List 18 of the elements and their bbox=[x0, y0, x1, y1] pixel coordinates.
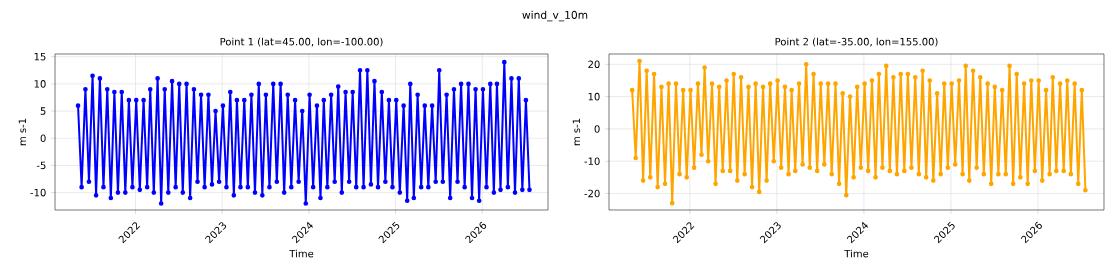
y-tick-label: 0 bbox=[40, 134, 46, 143]
text: wind_v_10m bbox=[522, 10, 588, 22]
y-tick-label: 5 bbox=[40, 107, 46, 115]
y-tick-label: 20 bbox=[588, 60, 600, 69]
y-tick-label: 15 bbox=[34, 53, 46, 61]
y-tick-label: 0 bbox=[594, 125, 600, 133]
y-tick-label: -20 bbox=[584, 189, 600, 198]
y-axis-title: m s-1 bbox=[18, 118, 27, 146]
y-tick-label: 10 bbox=[34, 80, 46, 88]
y-axis-title: m s-1 bbox=[572, 118, 581, 146]
y-tick-label: -10 bbox=[30, 188, 46, 197]
y-tick-label: -10 bbox=[584, 157, 600, 165]
x-axis-title: Time bbox=[844, 249, 869, 258]
chart-title: Point 2 (lat=-35.00, lon=155.00) bbox=[775, 37, 938, 47]
y-tick-label: 10 bbox=[588, 92, 600, 101]
chart-title: Point 1 (lat=45.00, lon=-100.00) bbox=[220, 37, 383, 47]
x-axis-title: Time bbox=[289, 249, 314, 258]
y-tick-label: -5 bbox=[36, 161, 46, 170]
